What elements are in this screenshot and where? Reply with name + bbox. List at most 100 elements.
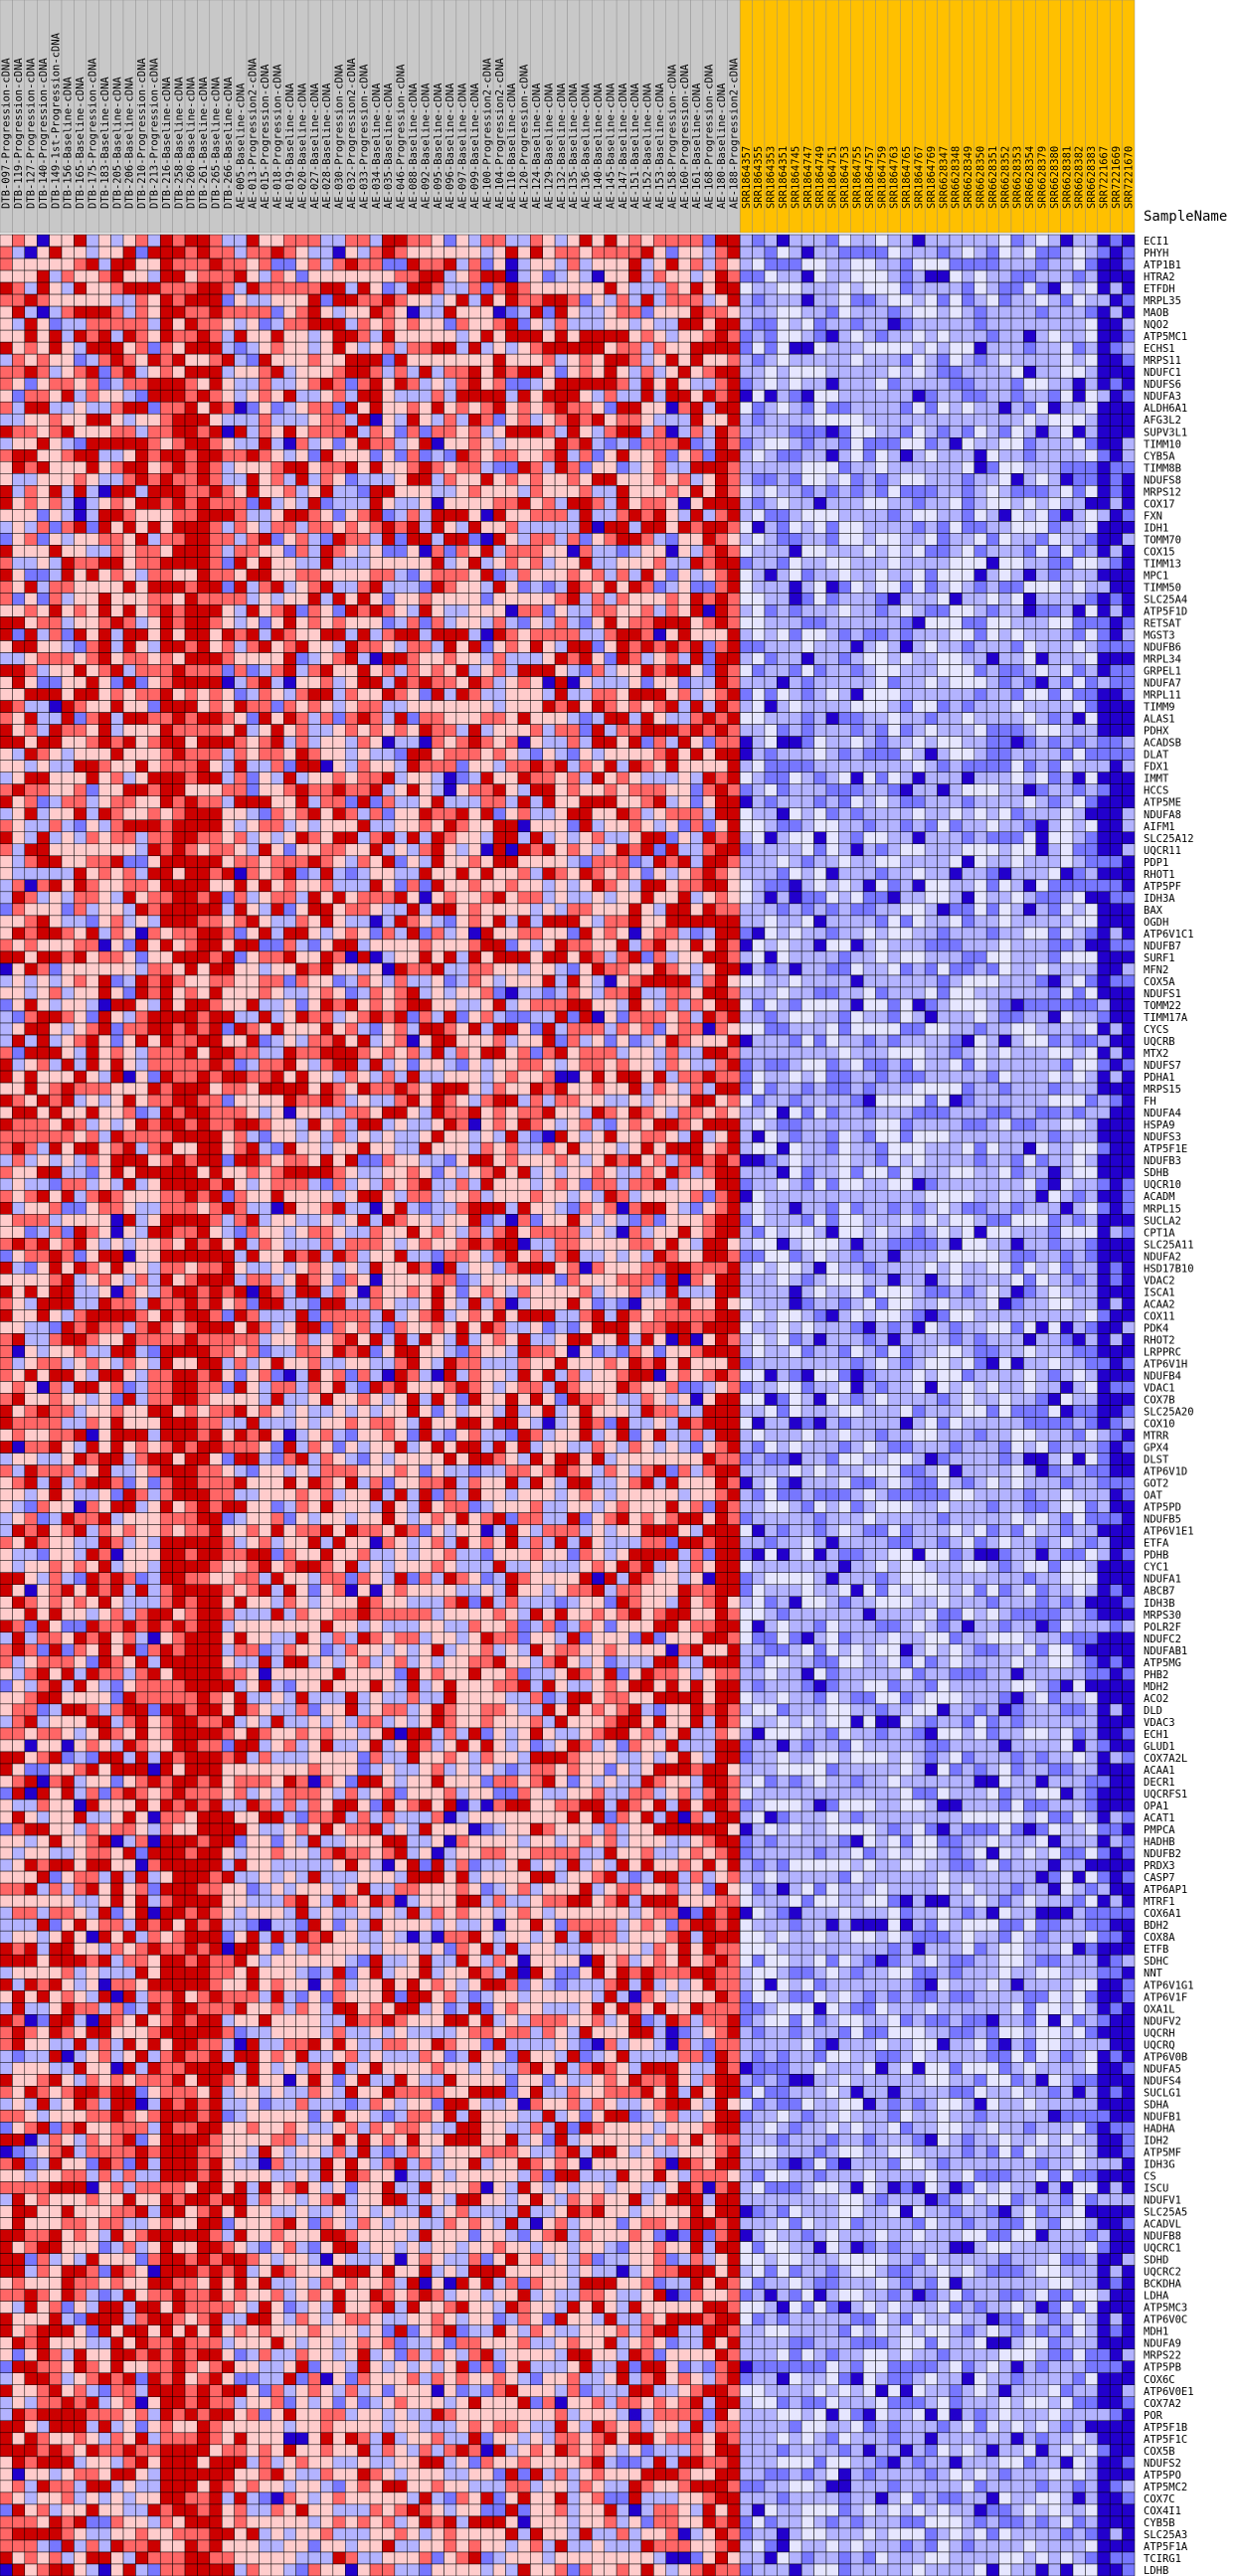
heatmap-cell bbox=[122, 712, 136, 725]
heatmap-cell bbox=[369, 473, 383, 486]
heatmap-cell bbox=[110, 497, 124, 510]
heatmap-cell bbox=[715, 640, 728, 653]
heatmap-cell bbox=[295, 819, 309, 833]
heatmap-cell bbox=[1035, 724, 1049, 737]
heatmap-cell bbox=[862, 234, 876, 248]
heatmap-cell bbox=[962, 281, 975, 295]
heatmap-cell bbox=[468, 569, 481, 582]
heatmap-cell bbox=[937, 317, 951, 331]
heatmap-cell bbox=[640, 819, 654, 833]
heatmap-cell bbox=[752, 293, 766, 307]
heatmap-cell bbox=[320, 425, 334, 438]
heatmap-cell bbox=[431, 461, 444, 474]
heatmap-cell bbox=[628, 807, 642, 820]
heatmap-cell bbox=[777, 317, 790, 331]
heatmap-cell bbox=[74, 461, 88, 474]
heatmap-cell bbox=[542, 365, 556, 379]
heatmap-cell bbox=[74, 329, 88, 343]
heatmap-cell bbox=[0, 581, 13, 594]
heatmap-cell bbox=[616, 449, 629, 462]
heatmap-cell bbox=[12, 365, 26, 379]
heatmap-cell bbox=[702, 545, 716, 558]
heatmap-cell bbox=[789, 449, 802, 462]
heatmap-cell bbox=[221, 461, 235, 474]
heatmap-cell bbox=[665, 437, 679, 450]
heatmap-cell bbox=[862, 616, 876, 629]
heatmap-cell bbox=[49, 819, 63, 833]
heatmap-cell bbox=[159, 269, 173, 283]
heatmap-cell bbox=[579, 377, 593, 391]
heatmap-cell bbox=[739, 724, 753, 737]
heatmap-cell bbox=[283, 819, 296, 833]
heatmap-cell bbox=[912, 628, 926, 641]
heatmap-cell bbox=[554, 604, 568, 617]
heatmap-cell bbox=[283, 389, 296, 403]
heatmap-cell bbox=[234, 604, 248, 617]
heatmap-cell bbox=[1047, 305, 1061, 319]
heatmap-cell bbox=[197, 807, 211, 820]
heatmap-cell bbox=[715, 281, 728, 295]
heatmap-cell bbox=[937, 377, 951, 391]
heatmap-cell bbox=[320, 281, 334, 295]
heatmap-cell bbox=[604, 234, 618, 248]
heatmap-cell bbox=[715, 724, 728, 737]
heatmap-cell bbox=[172, 748, 186, 761]
heatmap-cell bbox=[727, 819, 741, 833]
heatmap-cell bbox=[394, 281, 408, 295]
heatmap-cell bbox=[110, 855, 124, 869]
heatmap-cell bbox=[924, 413, 938, 427]
heatmap-cell bbox=[110, 269, 124, 283]
heatmap-cell bbox=[259, 676, 272, 689]
heatmap-cell bbox=[332, 449, 346, 462]
column-label: SRR7221669 bbox=[1111, 146, 1123, 209]
heatmap-cell bbox=[110, 593, 124, 605]
heatmap-cell bbox=[468, 700, 481, 713]
heatmap-cell bbox=[159, 449, 173, 462]
heatmap-cell bbox=[0, 449, 13, 462]
heatmap-cell bbox=[653, 353, 666, 367]
heatmap-cell bbox=[604, 461, 618, 474]
heatmap-cell bbox=[715, 389, 728, 403]
heatmap-cell bbox=[640, 593, 654, 605]
heatmap-cell bbox=[1010, 807, 1024, 820]
heatmap-cell bbox=[332, 545, 346, 558]
heatmap-cell bbox=[24, 485, 38, 498]
heatmap-cell bbox=[592, 425, 605, 438]
heatmap-cell bbox=[813, 389, 827, 403]
heatmap-cell bbox=[592, 317, 605, 331]
heatmap-cell bbox=[1072, 724, 1086, 737]
heatmap-cell bbox=[184, 640, 198, 653]
heatmap-cell bbox=[530, 628, 543, 641]
heatmap-cell bbox=[937, 353, 951, 367]
heatmap-cell bbox=[985, 688, 999, 701]
heatmap-cell bbox=[431, 389, 444, 403]
heatmap-cell bbox=[640, 581, 654, 594]
heatmap-cell bbox=[172, 401, 186, 415]
heatmap-cell bbox=[12, 258, 26, 271]
heatmap-cell bbox=[1122, 389, 1136, 403]
heatmap-cell bbox=[567, 652, 581, 665]
heatmap-cell bbox=[752, 736, 766, 749]
heatmap-cell bbox=[542, 772, 556, 784]
heatmap-cell bbox=[209, 807, 223, 820]
heatmap-cell bbox=[542, 389, 556, 403]
heatmap-cell bbox=[628, 616, 642, 629]
heatmap-cell bbox=[752, 533, 766, 546]
column-label: AE-147-Baseline-cDNA bbox=[618, 83, 629, 209]
heatmap-cell bbox=[542, 234, 556, 248]
heatmap-cell bbox=[0, 652, 13, 665]
heatmap-cell bbox=[530, 616, 543, 629]
column-label: AE-188-Progression2-cDNA bbox=[728, 58, 740, 209]
heatmap-cell bbox=[283, 795, 296, 808]
heatmap-cell bbox=[1085, 581, 1099, 594]
heatmap-cell bbox=[197, 234, 211, 248]
heatmap-cell bbox=[332, 616, 346, 629]
heatmap-cell bbox=[209, 688, 223, 701]
heatmap-cell bbox=[974, 688, 987, 701]
heatmap-cell bbox=[122, 593, 136, 605]
heatmap-cell bbox=[727, 401, 741, 415]
heatmap-cell bbox=[1060, 748, 1074, 761]
heatmap-cell bbox=[1097, 831, 1111, 845]
heatmap-cell bbox=[49, 843, 63, 857]
heatmap-cell bbox=[739, 497, 753, 510]
